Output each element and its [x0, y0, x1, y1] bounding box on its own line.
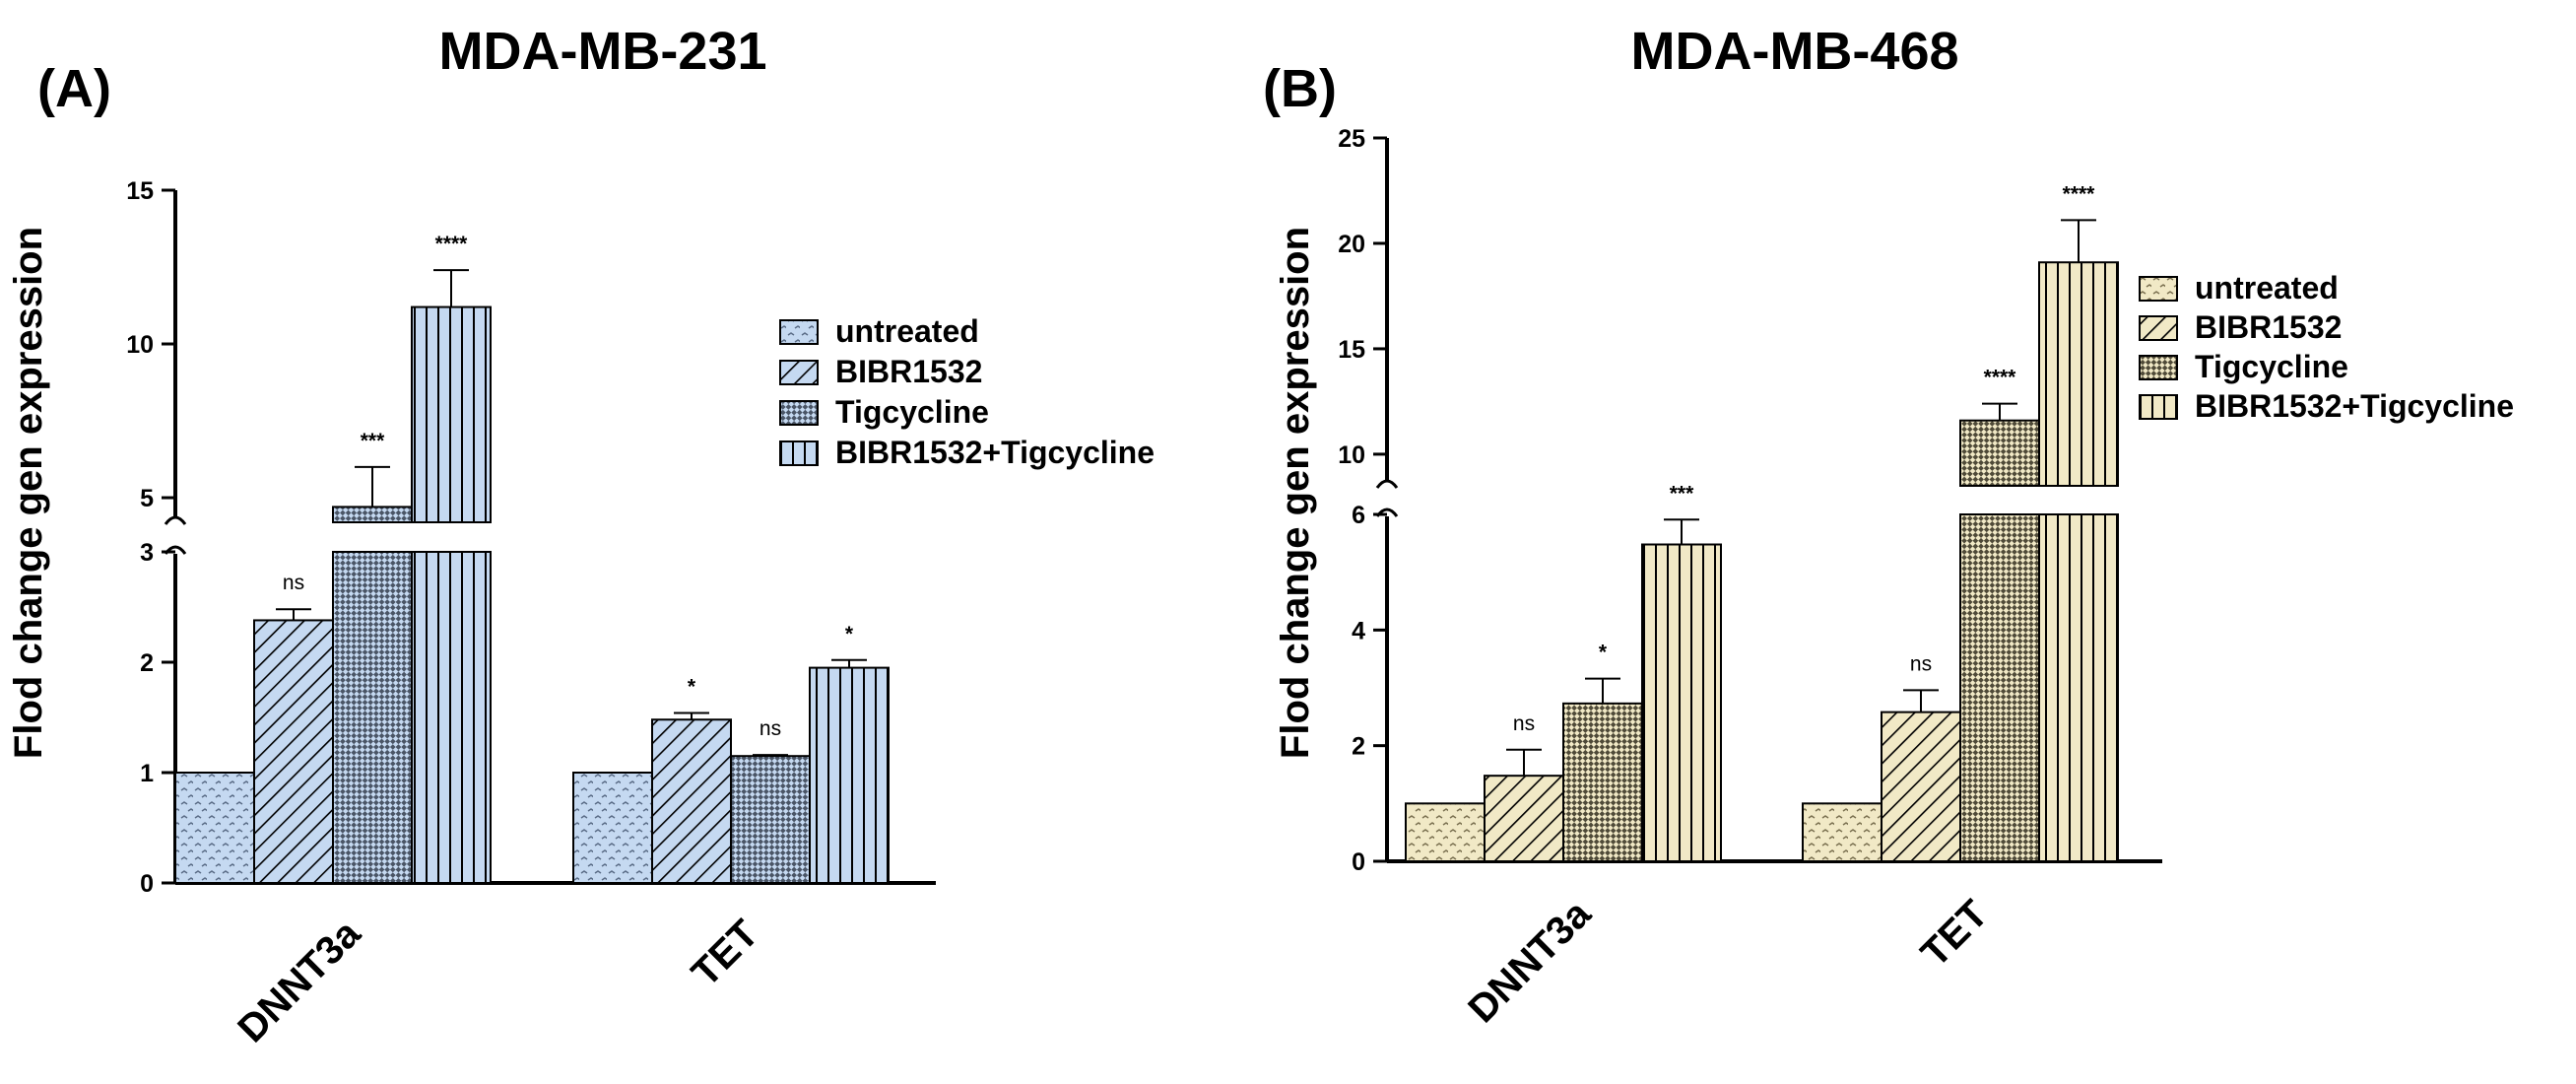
legend-label-b: BIBR1532: [2195, 309, 2342, 345]
legend-swatch-b: [2139, 315, 2178, 341]
bar-b: [1562, 702, 1643, 863]
legend-label-b: Tigcycline: [2195, 349, 2348, 384]
bar-upper-b: [1959, 419, 2040, 488]
y-tick-label-a: 10: [126, 331, 154, 359]
legend-swatch-a: [779, 440, 819, 466]
bar-a: [332, 551, 413, 884]
chart-title-a: MDA-MB-231: [438, 22, 766, 81]
y-tick-label-a: 3: [140, 539, 154, 567]
axis-break-mark-a: [164, 515, 187, 555]
y-tick-label-b: 10: [1338, 441, 1365, 469]
bar-a: [651, 718, 732, 884]
significance-label-b: ns: [1513, 712, 1535, 735]
significance-label-a: ns: [760, 717, 781, 740]
bar-a: [809, 666, 890, 884]
axis-break-mark-b: [1375, 479, 1399, 517]
category-label-a: DNNT3a: [230, 912, 369, 1051]
legend-swatch-a: [779, 360, 819, 385]
y-axis-label-a: Flod change gen expression: [7, 227, 50, 759]
significance-label-a: ***: [361, 430, 385, 452]
y-tick-label-a: 5: [140, 485, 154, 512]
y-tick-label-b: 4: [1352, 617, 1365, 644]
significance-label-a: *: [688, 676, 696, 699]
y-axis-label-b: Flod change gen expression: [1274, 227, 1317, 759]
significance-label-a: ns: [283, 572, 304, 594]
bar-a: [174, 772, 255, 884]
y-tick-label-b: 20: [1338, 231, 1365, 258]
legend-label-a: Tigcycline: [835, 394, 989, 430]
bar-b: [1959, 513, 2040, 862]
legend-label-a: BIBR1532+Tigcycline: [835, 435, 1155, 470]
legend-swatch-a: [779, 319, 819, 345]
legend-swatch-b: [2139, 355, 2178, 380]
bar-b: [2038, 513, 2119, 862]
legend-swatch-b: [2139, 394, 2178, 420]
legend-swatch-b: [2139, 276, 2178, 302]
chart-title-b: MDA-MB-468: [1630, 22, 1958, 81]
y-tick-label-b: 15: [1338, 336, 1365, 364]
bar-a: [253, 619, 334, 884]
legend-label-a: untreated: [835, 313, 979, 349]
legend-label-a: BIBR1532: [835, 354, 982, 389]
significance-label-b: ****: [2063, 182, 2096, 205]
y-tick-label-b: 6: [1352, 502, 1365, 529]
bar-b: [1802, 802, 1882, 862]
legend-label-b: untreated: [2195, 270, 2339, 305]
category-label-a: TET: [684, 912, 767, 995]
significance-label-b: ns: [1910, 652, 1932, 675]
y-tick-label-a: 0: [140, 870, 154, 898]
y-tick-label-a: 1: [140, 760, 154, 787]
panel-label-b: (B): [1263, 59, 1337, 118]
y-tick-label-b: 0: [1352, 848, 1365, 876]
bar-a: [411, 551, 492, 884]
y-tick-label-b: 2: [1352, 733, 1365, 761]
bar-b: [1641, 543, 1722, 862]
category-label-b: TET: [1913, 892, 1997, 976]
legend-swatch-a: [779, 400, 819, 426]
bar-b: [1881, 711, 1961, 863]
significance-label-a: ****: [435, 233, 469, 255]
y-tick-label-b: 25: [1338, 125, 1365, 153]
legend-label-b: BIBR1532+Tigcycline: [2195, 388, 2514, 424]
bar-a: [572, 772, 653, 884]
bar-upper-a: [332, 506, 413, 523]
y-tick-label-a: 2: [140, 649, 154, 677]
panel-label-a: (A): [37, 59, 111, 118]
bar-upper-b: [2038, 261, 2119, 487]
y-tick-label-a: 15: [126, 177, 154, 205]
category-label-b: DNNT3a: [1460, 892, 1600, 1032]
significance-label-b: ***: [1670, 482, 1694, 505]
bar-a: [730, 755, 811, 885]
bar-b: [1405, 802, 1486, 862]
significance-label-b: *: [1599, 642, 1608, 664]
significance-label-b: ****: [1984, 367, 2017, 389]
bar-upper-a: [411, 305, 492, 523]
bar-b: [1484, 775, 1564, 863]
significance-label-a: *: [845, 623, 854, 645]
